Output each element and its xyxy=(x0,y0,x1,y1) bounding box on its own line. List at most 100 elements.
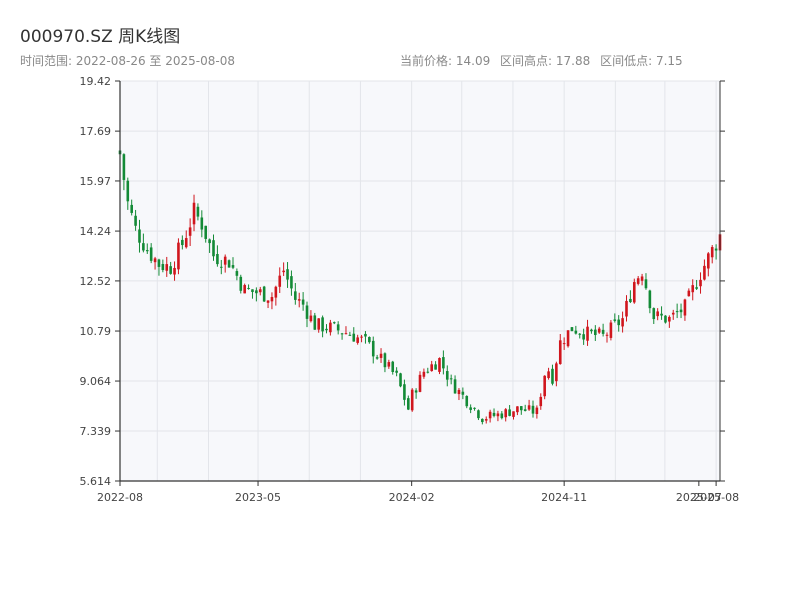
candle-down xyxy=(679,309,683,313)
candle-up xyxy=(344,333,348,335)
candle-down xyxy=(251,289,254,293)
candle-down xyxy=(235,271,239,276)
candle-up xyxy=(153,258,157,263)
candle-up xyxy=(547,371,550,379)
candle-up xyxy=(274,286,278,298)
candle-up xyxy=(484,419,488,421)
candle-down xyxy=(383,353,387,368)
candle-up xyxy=(173,267,176,275)
candle-down xyxy=(582,334,585,340)
candle-down xyxy=(138,229,141,243)
candle-up xyxy=(356,337,359,343)
candle-up xyxy=(558,340,562,365)
candle-down xyxy=(461,391,465,395)
candle-down xyxy=(648,290,652,309)
candle-down xyxy=(130,204,133,213)
candle-down xyxy=(695,287,698,289)
candle-up xyxy=(418,374,422,392)
candle-down xyxy=(652,308,656,320)
candle-down xyxy=(294,291,297,300)
candle-up xyxy=(636,278,640,284)
grid-lines xyxy=(120,80,720,482)
candle-down xyxy=(212,240,215,257)
candle-down xyxy=(442,357,445,369)
candle-down xyxy=(336,324,340,331)
candle-down xyxy=(426,371,430,373)
candle-down xyxy=(714,248,718,251)
x-tick-label: 2022-08 xyxy=(97,491,143,504)
candle-down xyxy=(403,384,406,400)
candle-up xyxy=(605,334,609,336)
candle-down xyxy=(200,217,204,230)
candle-up xyxy=(609,322,613,338)
y-tick-label: 9.064 xyxy=(80,375,112,388)
x-tick-label: 2024-11 xyxy=(541,491,587,504)
current-price-label: 当前价格: 14.09 xyxy=(400,54,491,68)
axes-group xyxy=(115,80,725,486)
candle-down xyxy=(617,319,621,326)
candle-up xyxy=(438,358,441,372)
candle-down xyxy=(371,340,375,357)
candle-down xyxy=(414,390,418,393)
candle-down xyxy=(574,330,578,334)
candle-up xyxy=(621,318,624,327)
candle-down xyxy=(551,368,554,384)
candle-down xyxy=(208,239,211,244)
candle-up xyxy=(329,322,332,333)
candle-up xyxy=(297,299,301,301)
candle-down xyxy=(231,265,235,268)
chart-title: 000970.SZ 周K线图 xyxy=(20,27,181,47)
candle-up xyxy=(184,238,188,248)
candle-up xyxy=(266,300,270,303)
candle-down xyxy=(407,398,410,410)
candle-up xyxy=(457,389,461,395)
candle-down xyxy=(348,334,352,336)
candles-group xyxy=(118,149,722,425)
candle-down xyxy=(325,328,328,331)
candle-up xyxy=(562,343,566,345)
candle-down xyxy=(594,329,597,336)
candle-up xyxy=(539,396,543,407)
candle-up xyxy=(632,282,636,303)
candle-down xyxy=(290,276,293,289)
candle-up xyxy=(188,227,192,236)
candle-up xyxy=(703,265,706,280)
candle-up xyxy=(671,312,675,315)
candle-up xyxy=(625,300,628,317)
candle-up xyxy=(656,311,659,317)
candle-up xyxy=(691,285,695,293)
candle-up xyxy=(683,299,687,316)
candle-up xyxy=(165,264,169,271)
candle-down xyxy=(644,279,648,289)
candle-up xyxy=(597,328,601,333)
candle-down xyxy=(305,305,309,319)
candle-up xyxy=(586,326,589,341)
candle-up xyxy=(387,362,391,367)
candle-up xyxy=(516,406,519,413)
candle-down xyxy=(196,206,200,217)
x-axis-labels: 2022-08 2023-05 2024-02 2024-11 2025-072025-… xyxy=(97,491,739,504)
y-tick-label: 15.97 xyxy=(80,175,112,188)
candle-down xyxy=(469,407,472,410)
candle-up xyxy=(543,375,546,397)
candle-down xyxy=(126,180,130,202)
candle-down xyxy=(134,215,137,226)
candle-down xyxy=(227,260,231,268)
candle-down xyxy=(122,154,126,180)
candle-down xyxy=(523,409,527,411)
candle-down xyxy=(321,317,324,332)
candle-up xyxy=(379,353,383,358)
candle-up xyxy=(430,364,433,372)
candle-up xyxy=(535,407,539,414)
y-tick-label: 17.69 xyxy=(80,125,112,138)
y-tick-label: 5.614 xyxy=(80,475,112,488)
candle-up xyxy=(527,405,531,410)
candle-down xyxy=(449,378,453,380)
candle-down xyxy=(375,357,379,359)
candle-down xyxy=(453,379,457,394)
candle-down xyxy=(255,290,258,294)
candle-up xyxy=(317,318,321,330)
candle-down xyxy=(465,395,469,407)
candle-down xyxy=(142,243,145,251)
candle-down xyxy=(445,371,449,380)
